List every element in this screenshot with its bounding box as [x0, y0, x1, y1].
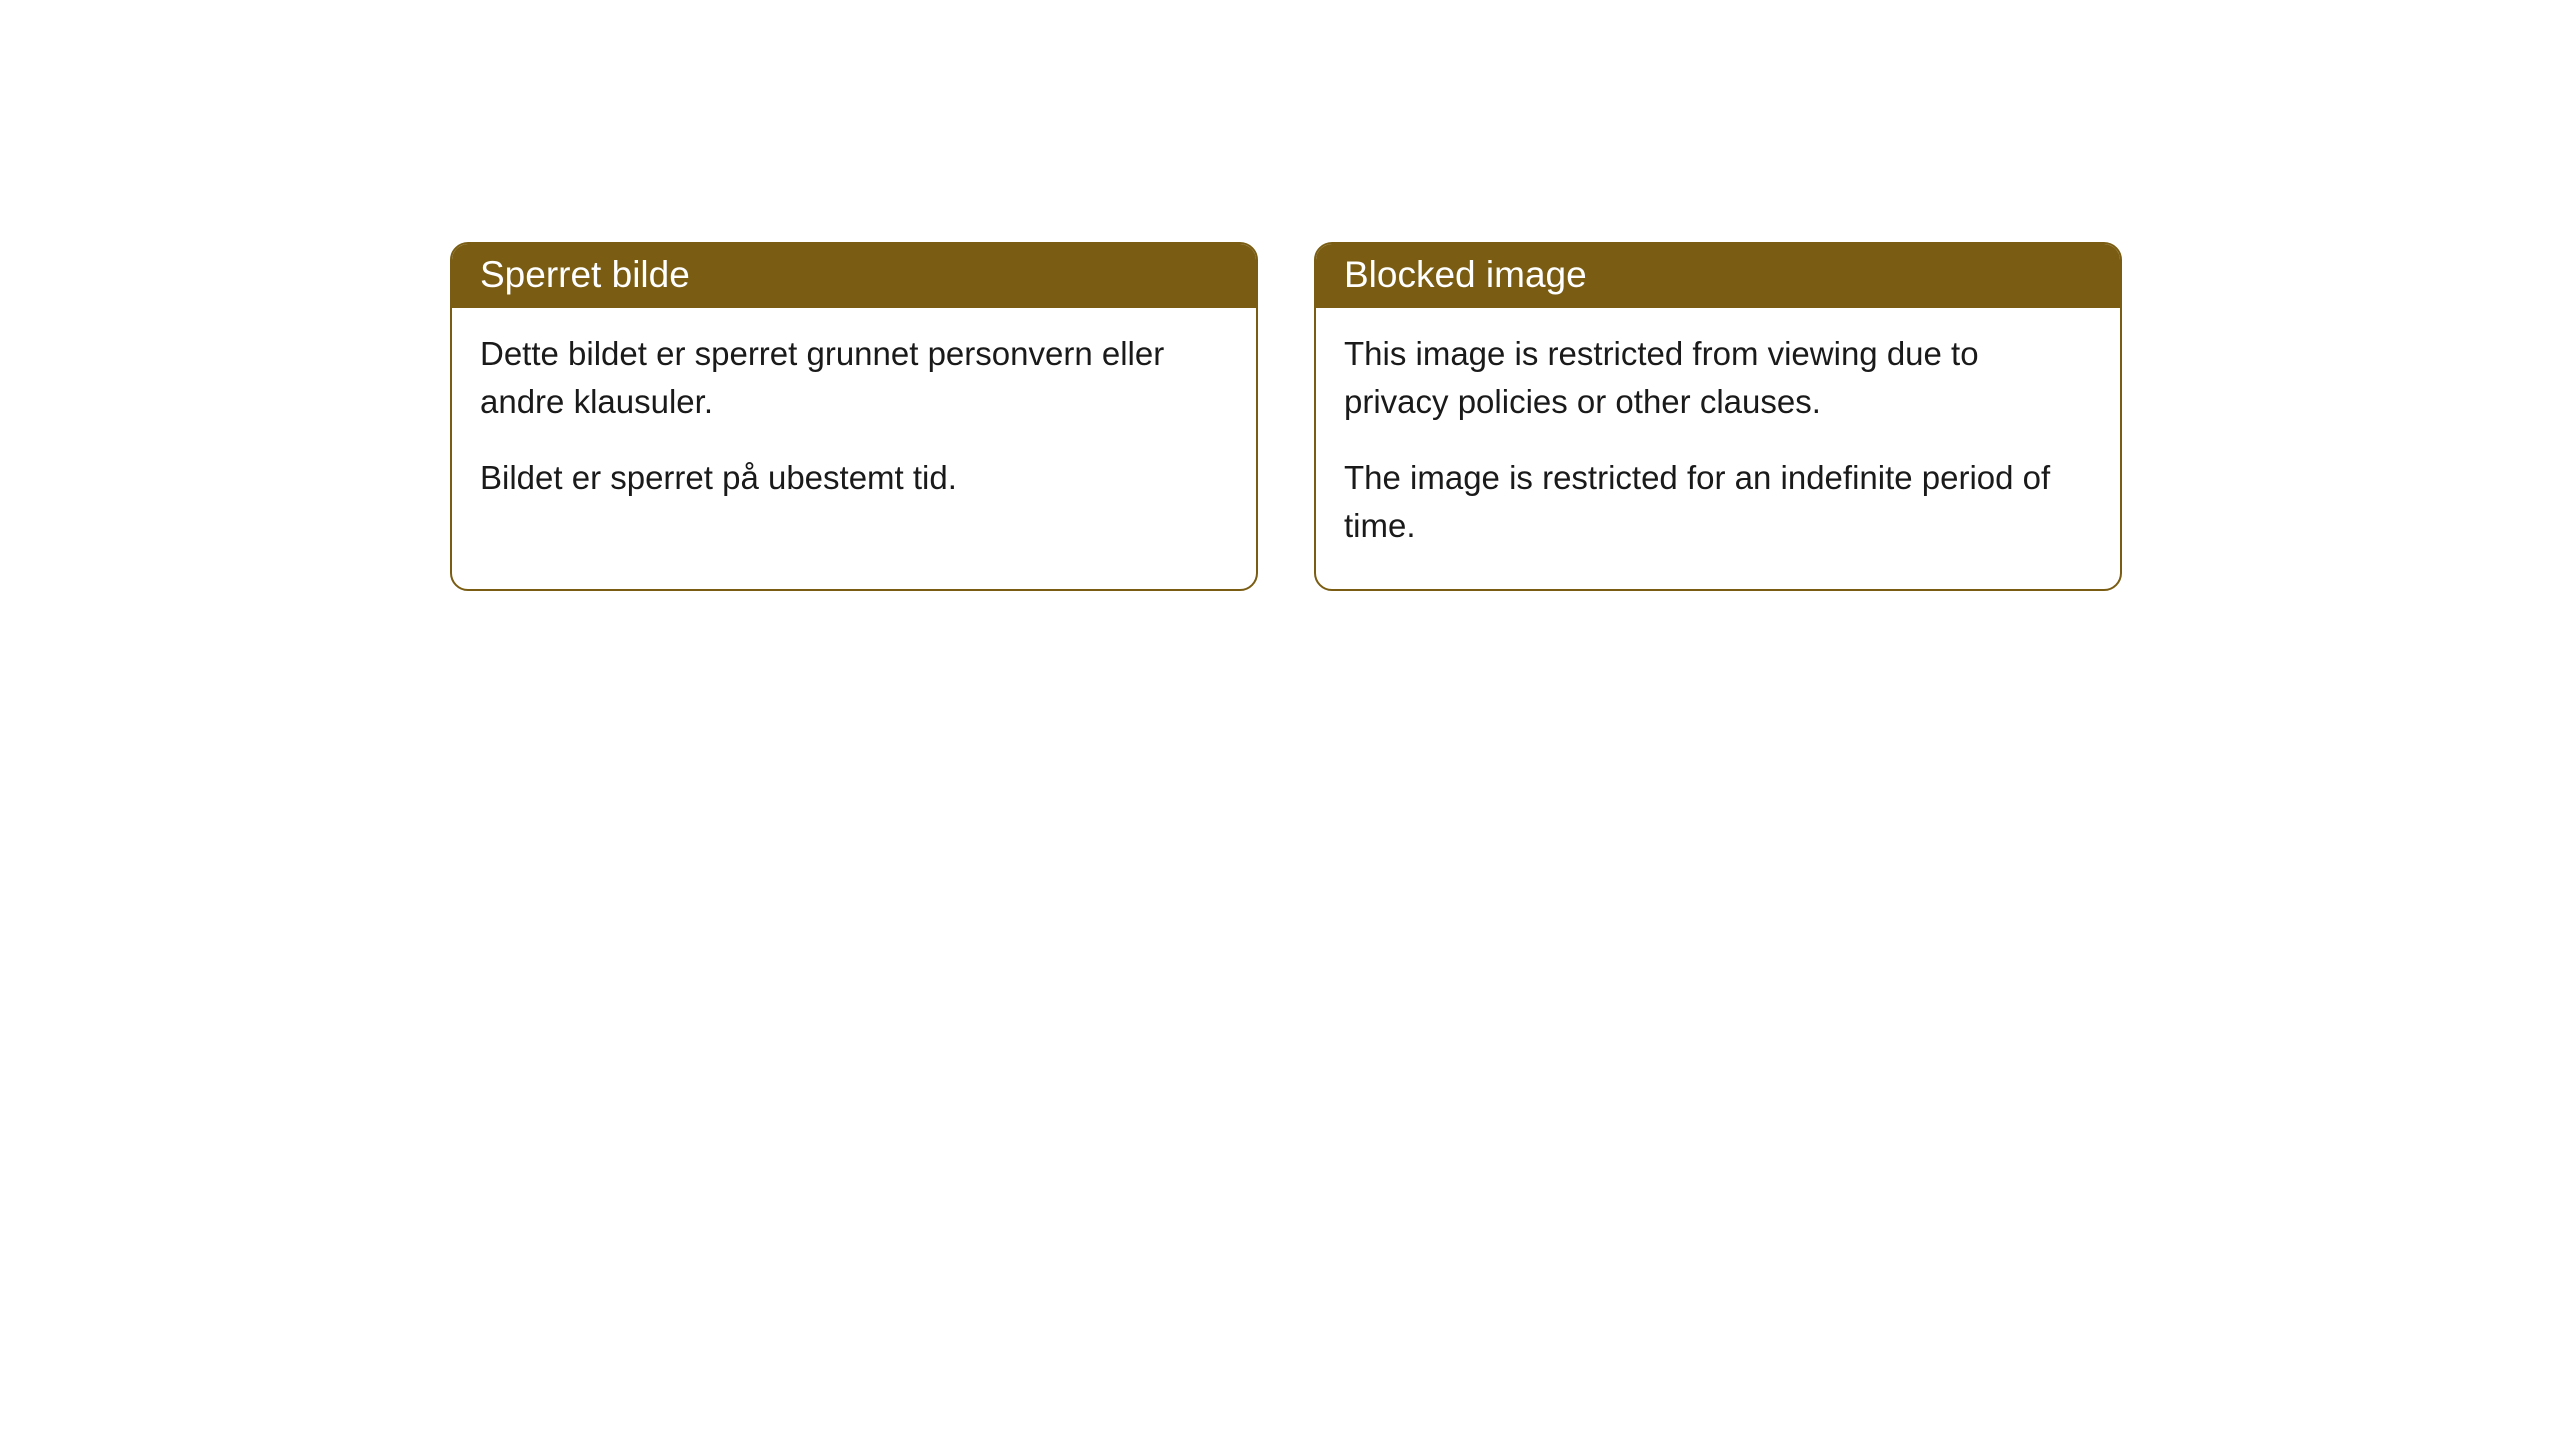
card-paragraph-2: Bildet er sperret på ubestemt tid.	[480, 454, 1228, 502]
card-body: This image is restricted from viewing du…	[1316, 308, 2120, 589]
blocked-image-card-english: Blocked image This image is restricted f…	[1314, 242, 2122, 591]
card-body: Dette bildet er sperret grunnet personve…	[452, 308, 1256, 542]
card-header: Blocked image	[1316, 244, 2120, 308]
notice-cards-container: Sperret bilde Dette bildet er sperret gr…	[450, 242, 2122, 591]
card-paragraph-1: This image is restricted from viewing du…	[1344, 330, 2092, 426]
card-title: Blocked image	[1344, 254, 1587, 295]
card-header: Sperret bilde	[452, 244, 1256, 308]
card-paragraph-2: The image is restricted for an indefinit…	[1344, 454, 2092, 550]
blocked-image-card-norwegian: Sperret bilde Dette bildet er sperret gr…	[450, 242, 1258, 591]
card-paragraph-1: Dette bildet er sperret grunnet personve…	[480, 330, 1228, 426]
card-title: Sperret bilde	[480, 254, 690, 295]
